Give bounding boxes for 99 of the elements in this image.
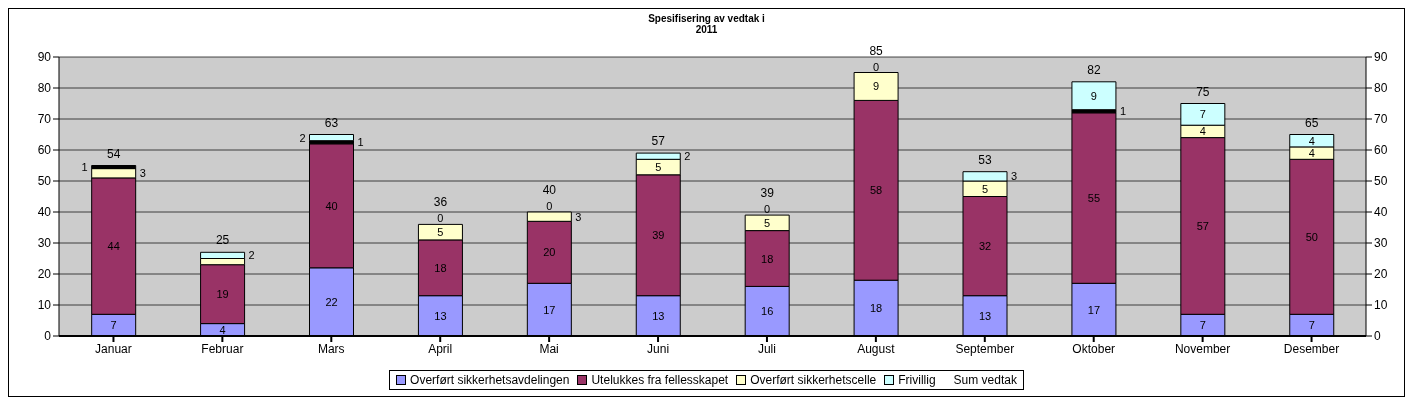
data-label: 57 bbox=[1196, 219, 1209, 232]
x-tick-label: Juni bbox=[647, 341, 670, 356]
data-label: 1 bbox=[357, 136, 364, 149]
data-label: 5 bbox=[764, 216, 771, 229]
data-label: 4 bbox=[1308, 147, 1315, 160]
data-label: 0 bbox=[764, 203, 771, 216]
legend-label: Overført sikkerhetsavdelingen bbox=[410, 373, 570, 387]
total-label: 82 bbox=[1087, 62, 1101, 77]
x-tick-label: Mai bbox=[539, 341, 559, 356]
data-label: 5 bbox=[981, 182, 989, 195]
data-label: 7 bbox=[110, 319, 117, 332]
data-label: 18 bbox=[434, 261, 447, 274]
data-label: 0 bbox=[873, 60, 880, 73]
data-label: 32 bbox=[978, 240, 992, 253]
bar bbox=[309, 134, 355, 142]
data-label: 5 bbox=[655, 161, 662, 174]
y2-tick-label: 0 bbox=[1374, 329, 1381, 344]
data-label: 17 bbox=[1087, 303, 1101, 316]
data-label: 4 bbox=[1199, 125, 1206, 138]
y2-tick-label: 40 bbox=[1374, 205, 1388, 220]
data-label: 1 bbox=[1119, 105, 1127, 118]
data-label: 9 bbox=[1090, 89, 1097, 102]
total-label: 36 bbox=[433, 195, 448, 210]
x-tick-label: Mars bbox=[317, 341, 345, 356]
y2-tick-label: 20 bbox=[1374, 267, 1388, 282]
x-tick-label: August bbox=[857, 341, 896, 356]
total-label: 25 bbox=[215, 233, 230, 248]
data-label: 58 bbox=[869, 184, 883, 197]
y-tick-label: 10 bbox=[37, 298, 52, 313]
total-label: 63 bbox=[324, 115, 339, 130]
x-tick-label: November bbox=[1174, 341, 1231, 356]
y2-tick-label: 70 bbox=[1374, 112, 1388, 127]
data-label: 4 bbox=[1308, 134, 1315, 147]
legend-label: Overført sikkerhetscelle bbox=[750, 373, 877, 387]
data-label: 17 bbox=[543, 303, 556, 316]
data-label: 2 bbox=[248, 249, 255, 262]
total-label: 85 bbox=[869, 43, 884, 58]
y-tick-label: 70 bbox=[37, 112, 52, 127]
y-tick-label: 30 bbox=[37, 236, 52, 251]
data-label: 7 bbox=[1199, 108, 1206, 121]
data-label: 13 bbox=[978, 309, 992, 322]
data-label: 18 bbox=[761, 252, 774, 265]
data-label: 2 bbox=[299, 131, 306, 144]
data-label: 22 bbox=[325, 295, 338, 308]
total-label: 40 bbox=[542, 183, 557, 197]
data-label: 7 bbox=[1308, 319, 1315, 332]
x-tick-label: September bbox=[955, 341, 1015, 356]
x-tick-label: Oktober bbox=[1072, 341, 1116, 356]
total-label: 65 bbox=[1305, 115, 1319, 130]
data-label: 7 bbox=[1199, 319, 1206, 332]
x-tick-label: April bbox=[428, 341, 453, 356]
legend-label: Frivillig bbox=[898, 373, 936, 387]
data-label: 16 bbox=[761, 305, 774, 318]
total-label: 53 bbox=[978, 152, 992, 167]
chart-title: Spesifisering av vedtak i bbox=[647, 13, 766, 24]
chart-subtitle: 2011 bbox=[695, 24, 719, 35]
y2-tick-label: 30 bbox=[1374, 236, 1388, 251]
y-tick-label: 0 bbox=[44, 329, 52, 344]
y2-tick-label: 60 bbox=[1374, 143, 1388, 158]
y-tick-label: 90 bbox=[37, 50, 52, 65]
data-label: 5 bbox=[437, 226, 444, 239]
total-label: 57 bbox=[651, 134, 666, 149]
data-label: 0 bbox=[437, 212, 444, 225]
y-tick-label: 20 bbox=[37, 267, 52, 282]
data-label: 0 bbox=[546, 200, 553, 212]
x-tick-label: Juli bbox=[757, 341, 776, 356]
data-label: 40 bbox=[325, 199, 338, 212]
x-tick-label: Desember bbox=[1283, 341, 1340, 356]
data-label: 2 bbox=[684, 150, 691, 163]
data-label: 3 bbox=[139, 167, 146, 180]
total-label: 75 bbox=[1196, 84, 1210, 99]
data-label: 39 bbox=[652, 229, 665, 242]
data-label: 1 bbox=[81, 161, 88, 174]
y2-tick-label: 80 bbox=[1374, 81, 1388, 96]
data-label: 50 bbox=[1305, 230, 1318, 243]
x-tick-label: Januar bbox=[95, 341, 132, 356]
data-label: 13 bbox=[434, 309, 447, 322]
x-tick-label: Februar bbox=[201, 341, 244, 356]
y2-tick-label: 10 bbox=[1374, 298, 1388, 313]
legend-label: Utelukkes fra fellesskapet bbox=[591, 373, 729, 387]
y-tick-label: 80 bbox=[37, 81, 52, 96]
total-label: 39 bbox=[760, 186, 775, 201]
text: Sum vedtak bbox=[953, 373, 1017, 387]
data-label: 3 bbox=[1011, 170, 1018, 183]
data-label: 9 bbox=[873, 80, 880, 93]
total-label: 54 bbox=[107, 146, 121, 161]
data-label: 4 bbox=[219, 323, 226, 336]
y-tick-label: 40 bbox=[37, 205, 52, 220]
data-label: 55 bbox=[1087, 192, 1101, 205]
data-label: 44 bbox=[107, 240, 120, 253]
data-label: 20 bbox=[543, 246, 556, 259]
data-label: 19 bbox=[216, 288, 229, 301]
data-label: 3 bbox=[575, 210, 582, 223]
y2-tick-label: 50 bbox=[1374, 174, 1388, 189]
data-label: 13 bbox=[652, 309, 665, 322]
y2-tick-label: 90 bbox=[1374, 50, 1388, 65]
y-tick-label: 60 bbox=[37, 143, 52, 158]
data-label: 18 bbox=[869, 302, 883, 315]
y-tick-label: 50 bbox=[37, 174, 52, 189]
